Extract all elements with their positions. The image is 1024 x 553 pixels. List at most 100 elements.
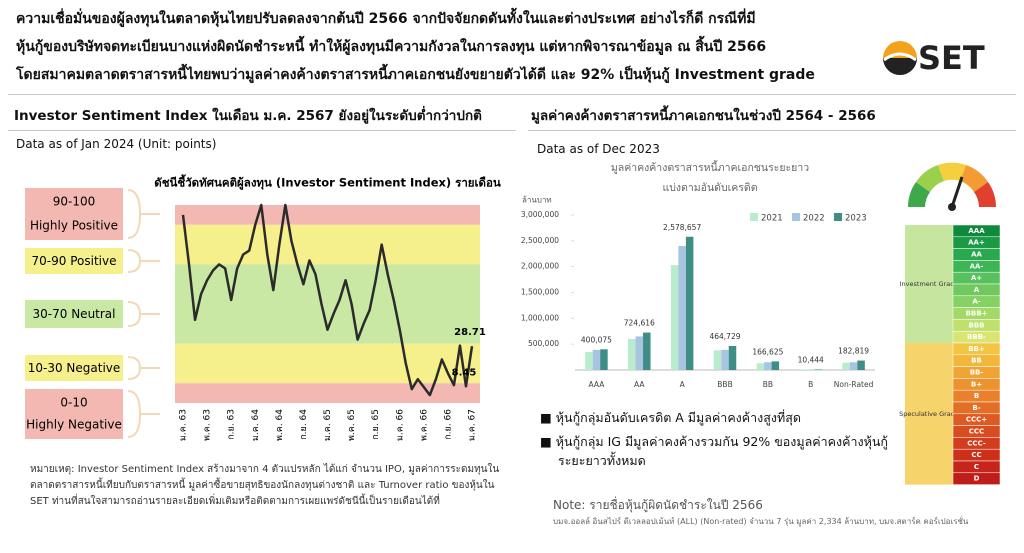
bar: [728, 345, 737, 370]
bar: [635, 336, 644, 370]
bar: [806, 369, 815, 370]
grade-group: [905, 343, 953, 485]
y-tick-label: 2,000,000: [521, 262, 559, 271]
bar: [849, 362, 858, 370]
rating-label: B: [974, 392, 979, 400]
x-tick-label: B: [808, 380, 813, 389]
section-title: มูลค่าคงค้างตราสารหนี้ภาคเอกชนในช่วงปี 2…: [531, 108, 876, 124]
zone-box: [25, 355, 123, 381]
rating-label: BB: [971, 357, 982, 365]
note-text: บมจ.ออลล์ อินสไปร์ ดีเวลลอปเม้นท์ (ALL) …: [553, 517, 969, 526]
grade-group: [905, 225, 953, 343]
rating-label: A+: [971, 274, 982, 282]
x-tick-label: ก.ย. 64: [299, 409, 309, 440]
x-tick-label: พ.ค. 65: [347, 409, 357, 441]
zone-range: 10-30: [28, 361, 63, 375]
x-tick-label: Non-Rated: [834, 380, 874, 389]
data-label: 464,729: [709, 332, 740, 341]
rating-cell: [952, 472, 1001, 485]
bullet-text: หุ้นกู้กลุ่ม IG มีมูลค่าคงค้างรวมกัน 92%…: [555, 434, 888, 468]
legend-swatch: [750, 213, 758, 221]
bar: [771, 361, 780, 370]
bar: [585, 351, 593, 370]
x-tick-label: พ.ค. 63: [203, 409, 213, 441]
zone-band: [175, 264, 480, 344]
rating-label: AA+: [968, 239, 985, 247]
header-line: โดยสมาคมตลาดตราสารหนี้ไทยพบว่ามูลค่าคงค้…: [16, 67, 815, 83]
rating-label: BBB+: [966, 310, 988, 318]
data-label: 182,819: [838, 347, 869, 356]
zone-label: Highly Negative: [26, 418, 122, 432]
rating-label: BB+: [968, 345, 985, 353]
data-label: 400,075: [581, 335, 612, 344]
bar: [678, 246, 686, 370]
x-tick-label: ม.ค. 63: [179, 409, 189, 441]
zone-box: [25, 300, 123, 328]
section-title: Investor Sentiment Index ในเดือน ม.ค. 25…: [14, 108, 482, 124]
zone-label: 70-90 Positive: [32, 254, 117, 268]
zone-brace: [127, 249, 160, 273]
rating-label: B+: [971, 380, 982, 388]
note-title: Note: รายชื่อหุ้นกู้ผิดนัดชำระในปี 2566: [553, 498, 763, 512]
zone-label: 30-70 Neutral: [33, 307, 116, 321]
header-line: ความเชื่อมั่นของผู้ลงทุนในตลาดหุ้นไทยปรั…: [16, 11, 756, 27]
zone-brace: [127, 390, 160, 438]
bar: [643, 332, 651, 370]
legend-label: 2022: [803, 214, 825, 224]
bar: [713, 350, 722, 370]
rating-label: CCC-: [967, 439, 986, 447]
data-as-of: Data as of Dec 2023: [537, 142, 660, 156]
bullet: ■ หุ้นกู้กลุ่ม IG มีมูลค่าคงค้างรวมกัน 9…: [540, 434, 888, 468]
zone-range: 30-70: [33, 307, 68, 321]
y-tick-label: 2,500,000: [521, 236, 559, 245]
divider: [8, 94, 1016, 95]
header-line: หุ้นกู้ของบริษัทจดทะเบียนบางแห่งผิดนัดชำ…: [16, 39, 767, 55]
zone-band: [175, 205, 480, 225]
bar: [628, 339, 636, 370]
line: [181, 203, 474, 397]
legend-swatch: [834, 213, 842, 221]
bar: [842, 362, 850, 370]
legend-label: 2023: [845, 214, 867, 224]
rating-label: CCC+: [966, 416, 987, 424]
zone-range: 90-100: [53, 195, 96, 209]
data-label: 10,444: [798, 355, 824, 364]
divider: [528, 130, 1016, 131]
bar: [764, 362, 772, 370]
rating-label: CC: [971, 451, 981, 459]
rating-label: BBB: [968, 321, 984, 329]
rating-label: AA-: [970, 262, 984, 270]
data-label: 2,578,657: [663, 223, 701, 232]
chart-title: ดัชนีชี้วัดทัศนคติผู้ลงทุน (Investor Sen…: [154, 174, 501, 191]
zone-box: [25, 389, 123, 439]
bar: [670, 265, 679, 370]
grade-label: Speculative Grade: [899, 410, 959, 418]
bar: [592, 349, 601, 370]
x-tick-label: A: [680, 380, 686, 389]
x-tick-label: ม.ค. 65: [323, 409, 333, 441]
rating-label: BBB-: [967, 333, 986, 341]
bullet: ■ หุ้นกู้กลุ่มอันดับเครดิต A มีมูลค่าคงค…: [540, 410, 801, 425]
zone-band: [175, 343, 480, 384]
rating-label: B-: [972, 404, 980, 412]
bullet-text: หุ้นกู้กลุ่มอันดับเครดิต A มีมูลค่าคงค้า…: [555, 410, 801, 425]
rating-label: A-: [972, 298, 980, 306]
zone-label: 10-30 Negative: [28, 361, 121, 375]
zone-brace: [127, 301, 160, 327]
bar: [857, 360, 865, 370]
x-tick-label: ม.ค. 64: [251, 409, 261, 441]
x-tick-label: ก.ย. 66: [443, 409, 453, 440]
x-tick-label: พ.ค. 64: [275, 409, 285, 441]
legend-label: 2021: [761, 214, 783, 224]
rating-label: BB-: [970, 369, 984, 377]
x-tick-label: ม.ค. 67: [468, 409, 478, 441]
x-tick-label: BBB: [717, 380, 732, 389]
zone-brace: [127, 189, 160, 239]
rating-label: D: [974, 475, 980, 483]
logo-mark: [883, 41, 917, 75]
y-tick-label: 1,000,000: [521, 313, 559, 322]
chart-title: แบ่งตามอันดับเครดิต: [662, 182, 757, 194]
logo: SET: [918, 39, 985, 77]
